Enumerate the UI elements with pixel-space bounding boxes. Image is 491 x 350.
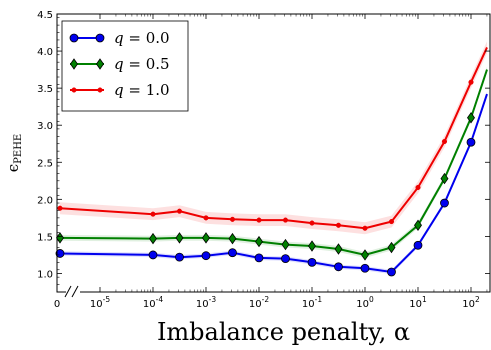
data-point-s1-13 <box>467 112 475 124</box>
data-point-s1-12 <box>440 172 449 185</box>
data-point-s1-2 <box>175 232 184 244</box>
x-tick-label-7: 101 <box>409 295 427 310</box>
data-point-s2-3 <box>203 215 209 221</box>
legend-marker-2-b <box>97 87 103 93</box>
data-point-s0-3 <box>201 251 211 261</box>
y-tick-label-6: 4.0 <box>37 47 53 58</box>
legend-marker-1-a <box>70 58 78 70</box>
data-point-s1-7 <box>308 240 316 252</box>
x-tick-label-5: 10-1 <box>302 295 322 310</box>
y-tick-label-0: 1.0 <box>37 269 53 280</box>
x-axis-break <box>64 285 80 298</box>
y-tick-label-2: 2.0 <box>37 195 53 206</box>
data-point-s2-8 <box>335 222 342 228</box>
x-tick-label-3: 10-3 <box>196 295 216 310</box>
data-point-s0-12 <box>440 198 449 208</box>
data-point-s0-5 <box>254 253 264 263</box>
data-point-s2-1 <box>150 211 156 217</box>
data-point-s1-8 <box>334 243 343 255</box>
axis-break-slash-1 <box>64 285 72 298</box>
x-tick-label-6: 100 <box>356 295 374 310</box>
y-tick-label-7: 4.5 <box>37 10 53 21</box>
series-markers <box>55 79 476 277</box>
data-point-s0-7 <box>307 257 317 267</box>
data-point-s0-4 <box>228 248 237 258</box>
y-tick-label-4: 3.0 <box>37 121 53 132</box>
axis-ticks <box>57 13 490 293</box>
x-tick-label-1: 10-5 <box>90 295 110 310</box>
legend-marker-0-b <box>95 33 105 43</box>
x-tick-label-2: 10-4 <box>143 295 163 310</box>
data-point-s2-10 <box>388 219 395 225</box>
data-point-s2-2 <box>176 208 183 214</box>
data-point-s2-0 <box>57 205 63 211</box>
x-tick-label-4: 10-2 <box>249 295 269 310</box>
data-point-s1-11 <box>414 219 422 231</box>
data-point-s1-0 <box>56 232 64 244</box>
x-tick-label-0: 0 <box>54 299 60 310</box>
legend-label-1: q = 0.5 <box>114 55 170 73</box>
data-point-s0-0 <box>55 249 65 258</box>
data-point-s1-10 <box>387 241 396 254</box>
y-tick-labels: 1.0 1.5 2.0 2.5 3.0 3.5 4.0 4.5 <box>37 10 53 280</box>
data-point-s0-9 <box>360 263 370 273</box>
data-point-s2-13 <box>468 79 474 85</box>
legend: q = 0.0 q = 0.5 q = 1.0 <box>61 20 189 112</box>
x-axis-label: Imbalance penalty, α <box>157 318 410 346</box>
plot-frame <box>56 13 491 293</box>
data-point-s2-7 <box>309 220 315 226</box>
band-series-2 <box>60 41 487 235</box>
y-tick-label-1: 1.5 <box>37 232 53 243</box>
legend-box <box>61 20 189 112</box>
data-point-s0-11 <box>413 240 423 250</box>
y-tick-label-3: 2.5 <box>37 158 53 169</box>
legend-label-0: q = 0.0 <box>114 29 170 47</box>
data-point-s2-4 <box>229 216 236 222</box>
data-point-s2-11 <box>415 184 421 191</box>
data-point-s2-5 <box>256 217 262 223</box>
y-axis-label: ϵPEHE <box>4 134 24 172</box>
legend-marker-0-a <box>69 33 79 43</box>
data-point-s1-4 <box>228 232 237 245</box>
legend-marker-2-a <box>71 87 77 93</box>
data-point-s0-10 <box>387 267 396 277</box>
data-point-s1-5 <box>255 235 263 248</box>
data-point-s2-6 <box>282 217 289 223</box>
data-point-s0-8 <box>334 262 343 272</box>
data-point-s2-9 <box>362 225 368 231</box>
data-point-s1-3 <box>202 232 210 244</box>
data-point-s1-6 <box>281 238 290 251</box>
legend-label-2: q = 1.0 <box>114 81 170 99</box>
y-tick-label-5: 3.5 <box>37 84 53 95</box>
axis-break-slash-2 <box>71 285 79 298</box>
x-tick-label-8: 102 <box>462 295 480 310</box>
data-point-s1-9 <box>361 249 369 261</box>
data-point-s2-12 <box>441 138 448 145</box>
data-point-s0-2 <box>175 252 184 262</box>
data-point-s0-6 <box>281 254 290 264</box>
axis-break-gap <box>66 288 80 296</box>
legend-marker-1-b <box>96 58 104 70</box>
data-point-s0-13 <box>466 137 476 147</box>
data-point-s1-1 <box>149 232 157 245</box>
data-point-s0-1 <box>148 250 158 260</box>
band-series-0 <box>60 91 487 275</box>
x-tick-labels: 0 10-5 10-4 10-3 10-2 10-1 100 101 102 <box>54 295 480 310</box>
